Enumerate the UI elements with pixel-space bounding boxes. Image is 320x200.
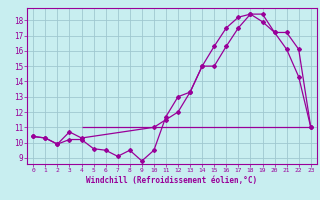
- X-axis label: Windchill (Refroidissement éolien,°C): Windchill (Refroidissement éolien,°C): [86, 176, 258, 185]
